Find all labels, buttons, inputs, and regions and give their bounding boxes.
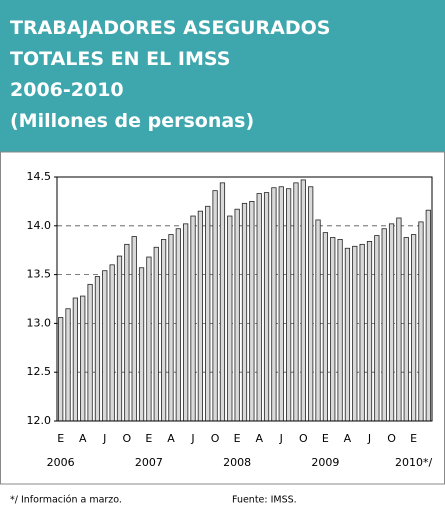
bar: [168, 234, 174, 422]
bar: [131, 236, 137, 422]
title-line: 2006-2010: [10, 79, 124, 101]
bar: [278, 186, 284, 422]
bar: [374, 235, 380, 422]
x-tick-label: E: [57, 432, 64, 445]
bar: [241, 202, 248, 422]
year-label: 2006: [47, 456, 75, 469]
x-tick-label: J: [367, 432, 371, 445]
bar: [403, 237, 409, 422]
y-tick-label: 14.5: [27, 170, 52, 183]
x-tick-label: E: [234, 432, 241, 445]
bar: [109, 264, 115, 422]
year-label: 2010*/: [395, 456, 432, 469]
bar: [263, 192, 270, 422]
bar: [116, 255, 123, 422]
footnote: */ Información a marzo.: [10, 495, 122, 506]
x-tick-label: J: [102, 432, 106, 445]
bar: [183, 223, 189, 422]
bar: [286, 188, 292, 422]
bar: [205, 205, 211, 422]
bar: [352, 245, 358, 422]
y-tick-label: 13.0: [27, 316, 52, 329]
x-tick-label: A: [344, 432, 352, 445]
bar: [212, 190, 218, 422]
bar: [300, 179, 306, 422]
x-tick-label: A: [167, 432, 175, 445]
bar: [102, 270, 108, 422]
x-tick-label: E: [145, 432, 152, 445]
bar: [146, 256, 152, 422]
bar: [138, 267, 145, 422]
header-band: [0, 0, 445, 152]
bar: [271, 187, 277, 422]
bar: [315, 219, 321, 422]
plot-frame: [56, 176, 433, 422]
x-tick-label: O: [299, 432, 308, 445]
title-line: TRABAJADORES ASEGURADOS: [10, 17, 330, 39]
bar: [58, 317, 64, 422]
y-tick-label: 12.5: [27, 365, 52, 378]
y-tick-label: 14.0: [27, 219, 52, 232]
bar: [94, 276, 101, 422]
bar: [418, 221, 424, 422]
source: Fuente: IMSS.: [232, 495, 297, 506]
bar: [190, 215, 196, 422]
bar: [381, 228, 387, 422]
x-tick-label: O: [123, 432, 132, 445]
x-tick-label: E: [322, 432, 329, 445]
bar: [425, 209, 431, 422]
y-tick-label: 12.0: [27, 414, 52, 427]
x-tick-label: A: [79, 432, 87, 445]
x-tick-label: O: [387, 432, 396, 445]
x-tick-label: A: [255, 432, 263, 445]
bar: [337, 239, 343, 422]
bar: [411, 234, 417, 422]
bar: [87, 283, 93, 422]
y-tick-label: 13.5: [27, 268, 52, 281]
bar: [72, 297, 78, 422]
bar: [227, 215, 233, 422]
bar: [322, 232, 328, 422]
bar: [161, 239, 167, 422]
bar: [219, 182, 226, 422]
bar: [366, 241, 373, 422]
x-tick-label: E: [410, 432, 417, 445]
bar: [153, 246, 159, 422]
bar: [359, 243, 365, 422]
year-label: 2007: [135, 456, 163, 469]
bar: [396, 217, 402, 422]
bar: [65, 308, 71, 422]
year-label: 2009: [311, 456, 339, 469]
title-line: (Millones de personas): [10, 110, 254, 132]
bar: [197, 210, 203, 422]
bar: [344, 247, 351, 422]
bar: [388, 223, 395, 422]
bar: [293, 182, 299, 422]
x-tick-label: J: [279, 432, 283, 445]
x-tick-label: J: [190, 432, 194, 445]
title-line: TOTALES EN EL IMSS: [10, 48, 230, 70]
bar: [249, 200, 255, 422]
bar: [80, 295, 86, 422]
bar: [330, 237, 336, 422]
bar: [175, 228, 181, 422]
bar: [234, 208, 240, 422]
x-tick-label: O: [211, 432, 220, 445]
year-label: 2008: [223, 456, 251, 469]
bar: [124, 243, 130, 422]
bar: [256, 193, 262, 422]
bar: [308, 186, 314, 422]
